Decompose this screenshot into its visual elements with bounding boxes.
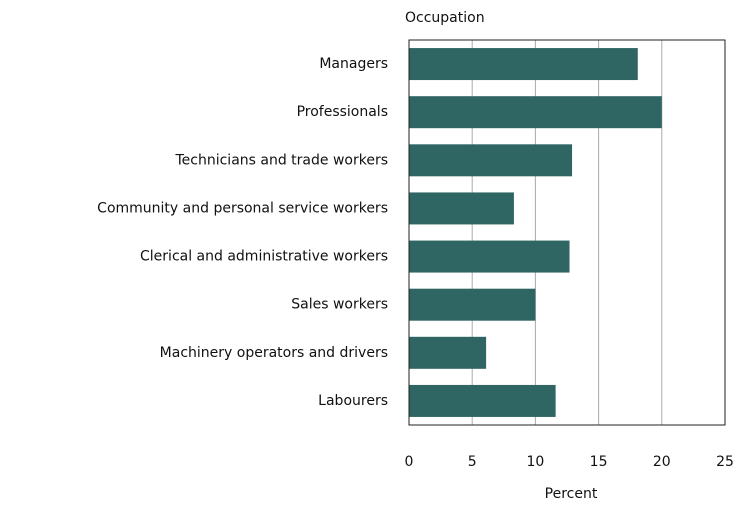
- bar: [409, 384, 556, 417]
- y-tick-label: Community and personal service workers: [97, 200, 388, 216]
- bar: [409, 288, 536, 321]
- x-tick-label: 10: [526, 454, 544, 470]
- x-tick-label: 15: [590, 454, 608, 470]
- bar: [409, 144, 573, 177]
- y-tick-label: Sales workers: [291, 297, 388, 313]
- x-tick-label: 20: [653, 454, 671, 470]
- bar: [409, 192, 514, 225]
- y-tick-label: Professionals: [297, 104, 388, 120]
- plot-frame: [408, 39, 726, 426]
- y-tick-label: Technicians and trade workers: [174, 152, 388, 168]
- y-tick-label: Clerical and administrative workers: [140, 249, 388, 265]
- y-axis-title: Occupation: [405, 10, 485, 26]
- y-tick-label: Labourers: [318, 393, 388, 409]
- y-tick-label: Machinery operators and drivers: [160, 345, 388, 361]
- y-tick-label: Managers: [319, 56, 388, 72]
- bar: [409, 48, 638, 81]
- bar: [409, 336, 487, 369]
- x-tick-label: 25: [716, 454, 734, 470]
- x-axis-title: Percent: [545, 486, 598, 502]
- bar: [409, 240, 570, 273]
- x-tick-label: 0: [405, 454, 414, 470]
- x-tick-label: 5: [468, 454, 477, 470]
- bar: [409, 96, 662, 129]
